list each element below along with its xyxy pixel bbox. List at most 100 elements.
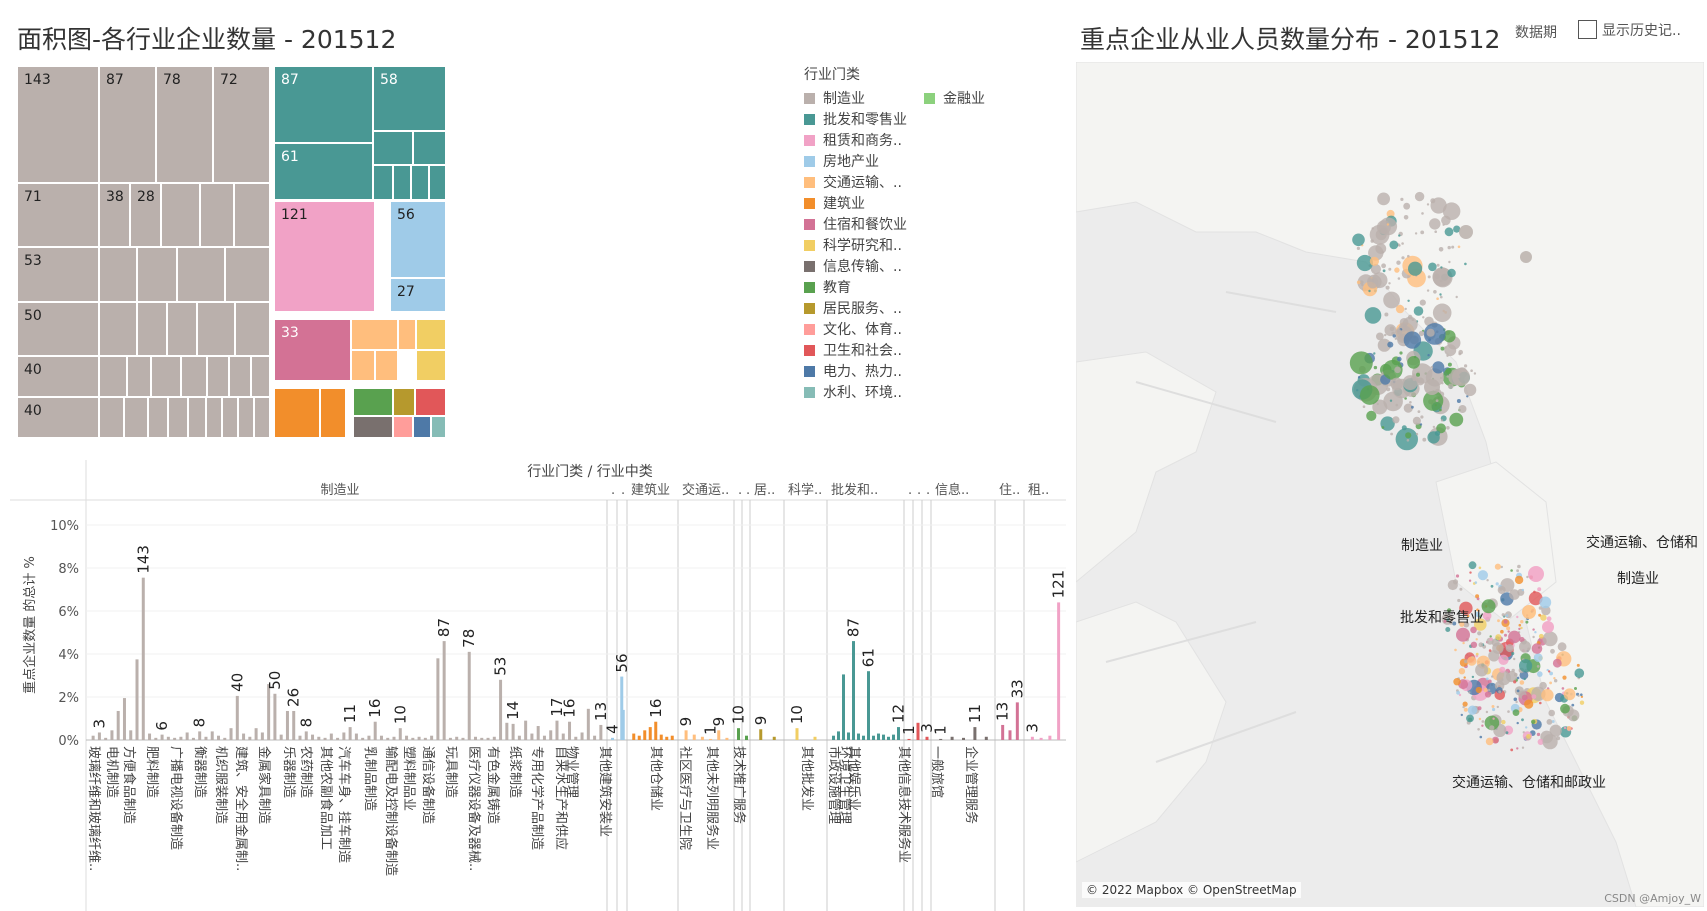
map-bubble[interactable] [1412,416,1421,425]
map-bubble[interactable] [1549,671,1553,676]
map-bubble[interactable] [1427,275,1431,279]
map-bubble[interactable] [1426,289,1430,292]
map-bubble[interactable] [1471,675,1475,679]
map-bubble[interactable] [1372,399,1388,415]
bar[interactable] [517,735,521,740]
map-bubble[interactable] [1538,606,1543,610]
bar[interactable] [298,735,302,740]
map-bubble[interactable] [1554,679,1558,683]
map-bubble[interactable] [1419,423,1423,426]
map-bubble[interactable] [1519,640,1531,653]
map-bubble[interactable] [1510,748,1514,752]
map-bubble[interactable] [1501,719,1506,725]
bar[interactable] [772,736,776,740]
map-bubble[interactable] [1414,191,1425,202]
map-bubble[interactable] [1481,599,1496,614]
bar[interactable] [847,732,850,740]
map-bubble[interactable] [1477,631,1482,636]
map-bubble[interactable] [1373,365,1378,370]
map-bubble[interactable] [1519,680,1525,685]
map-bubble[interactable] [1539,681,1547,690]
treemap-cell[interactable] [431,416,446,438]
map-bubble[interactable] [1562,675,1567,680]
map-bubble[interactable] [1551,720,1555,723]
bar[interactable] [670,735,674,740]
map-bubble[interactable] [1441,382,1444,385]
map-bubble[interactable] [1430,366,1434,369]
map-bubble[interactable] [1517,564,1521,569]
map-bubble[interactable] [1521,746,1525,749]
map-bubble[interactable] [1469,571,1472,574]
bar[interactable] [950,736,954,740]
map-bubble[interactable] [1464,364,1468,368]
bar[interactable] [417,736,421,740]
map-bubble[interactable] [1521,694,1528,701]
treemap-cell[interactable]: 38 [99,183,130,247]
map-bubble[interactable] [1376,220,1391,235]
map-bubble[interactable] [1417,410,1421,413]
bar[interactable] [135,659,139,740]
map-bubble[interactable] [1392,334,1396,338]
map-bubble[interactable] [1416,372,1420,377]
treemap-cell[interactable] [353,416,393,438]
map-bubble[interactable] [1464,659,1468,664]
map-bubble[interactable] [1432,267,1452,287]
legend-item[interactable]: 交通运输、.. [804,172,902,192]
bar[interactable] [386,737,390,740]
map-bubble[interactable] [1436,423,1446,434]
map-bubble[interactable] [1474,618,1487,631]
bar[interactable] [160,734,164,740]
treemap-cell[interactable] [373,165,393,200]
map-bubble[interactable] [1481,720,1485,723]
bar[interactable] [486,737,490,740]
map-bubble[interactable] [1414,232,1418,235]
bar[interactable] [198,731,202,740]
treemap-cell[interactable] [167,302,197,356]
map-bubble[interactable] [1400,197,1404,201]
treemap-cell[interactable]: 121 [274,201,375,312]
bar[interactable] [217,735,220,740]
map-bubble[interactable] [1511,668,1515,673]
bar[interactable] [423,737,427,740]
treemap-cell[interactable] [168,397,188,438]
map-bubble[interactable] [1537,671,1543,677]
map-bubble[interactable] [1498,654,1509,665]
treemap-cell[interactable] [151,356,181,397]
map-bubble[interactable] [1550,648,1555,654]
map-bubble[interactable] [1553,677,1556,680]
treemap-cell[interactable]: 56 [390,201,446,278]
map-bubble[interactable] [1411,405,1414,409]
legend-item[interactable]: 电力、热力.. [804,361,902,381]
map-bubble[interactable] [1459,621,1465,627]
treemap-cell[interactable]: 58 [373,66,446,131]
map-bubble[interactable] [1566,726,1572,731]
map-bubble[interactable] [1524,699,1534,709]
map-bubble[interactable] [1438,247,1444,252]
map-bubble[interactable] [1487,679,1492,684]
bar[interactable] [568,721,572,740]
bar[interactable] [586,708,590,740]
map-bubble[interactable] [1463,383,1477,397]
bar[interactable] [709,738,713,740]
bar[interactable] [907,738,911,740]
bar[interactable] [882,734,885,740]
map-bubble[interactable] [1580,695,1584,698]
bar[interactable] [97,732,101,740]
map-bubble[interactable] [1443,619,1447,623]
bar[interactable] [611,737,614,740]
map-bubble[interactable] [1477,570,1488,581]
bar[interactable] [648,727,652,740]
bar[interactable] [637,735,641,740]
map-bubble[interactable] [1368,245,1384,261]
map-bubble[interactable] [1563,688,1576,701]
map-bubble[interactable] [1567,709,1580,722]
treemap-cell[interactable] [200,183,234,247]
bar[interactable] [467,651,471,740]
treemap-cell[interactable] [197,302,235,356]
map-bubble[interactable] [1542,734,1558,750]
treemap-cell[interactable] [206,397,222,438]
bar[interactable] [379,735,383,740]
bar[interactable] [542,735,546,740]
map-bubble[interactable] [1428,338,1431,342]
bar[interactable] [632,733,636,740]
